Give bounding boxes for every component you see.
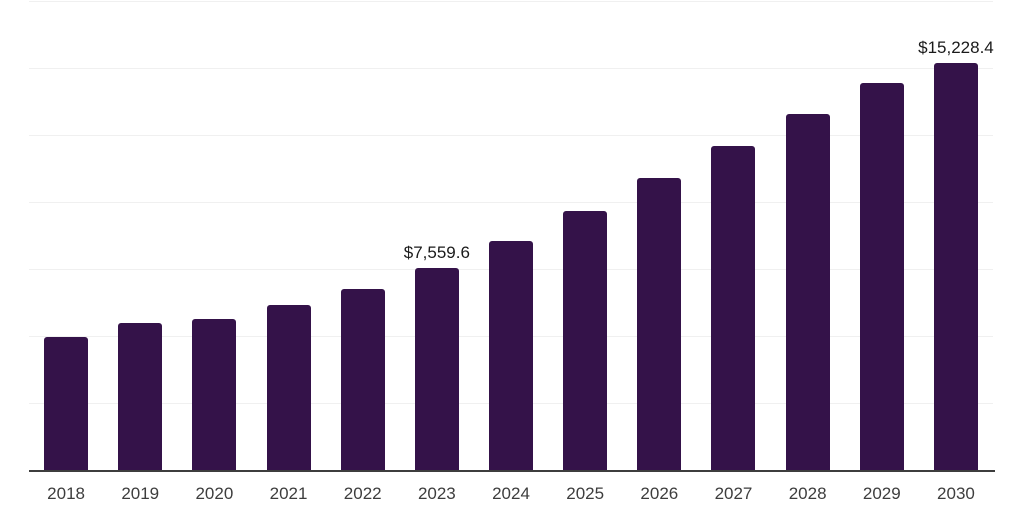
bar-2026	[637, 178, 682, 471]
x-tick-2023: 2023	[417, 484, 456, 503]
x-tick-2030: 2030	[937, 484, 975, 503]
x-tick-2028: 2028	[788, 484, 827, 503]
bar-2023	[414, 268, 459, 471]
x-tick-2022: 2022	[343, 484, 382, 503]
bar-band-2022	[326, 2, 400, 471]
bar-band-2026	[622, 2, 696, 471]
x-tick-2027: 2027	[714, 484, 753, 503]
x-tick-2026: 2026	[640, 484, 679, 503]
x-axis-line	[29, 470, 995, 472]
bar-2019	[118, 322, 163, 471]
plot-area: $7,559.6 $15,228.4	[29, 1, 994, 471]
x-tick-2018: 2018	[47, 484, 85, 503]
bar-band-2027	[696, 2, 770, 471]
gridline-15000	[29, 68, 993, 69]
x-tick-2021: 2021	[269, 484, 308, 503]
bar-2022	[340, 288, 385, 471]
bar-2024	[489, 240, 534, 471]
value-label-2030: $15,228.4	[918, 37, 994, 57]
x-axis-tick-labels: 2018 2019 2020 2021 2022 2023 2024 2025 2026 2027…	[29, 484, 993, 504]
bar-band-2021	[251, 2, 325, 471]
bar-band-2029	[845, 2, 919, 471]
gridline-12500	[29, 135, 993, 136]
bar-2027	[711, 146, 756, 471]
x-tick-2019: 2019	[121, 484, 160, 503]
x-tick-2025: 2025	[566, 484, 605, 503]
bar-2029	[859, 83, 904, 471]
value-label-2023: $7,559.6	[403, 243, 470, 263]
bar-2028	[785, 114, 830, 471]
bar-band-2018	[29, 2, 103, 471]
bar-2018	[44, 336, 89, 471]
bar-band-2020	[177, 2, 251, 471]
bars-group: $7,559.6 $15,228.4	[29, 2, 994, 471]
bar-band-2030: $15,228.4	[918, 2, 994, 471]
bar-band-2023: $7,559.6	[400, 2, 474, 471]
bar-2030	[933, 62, 978, 471]
x-tick-2024: 2024	[492, 484, 530, 503]
bar-band-2025	[548, 2, 622, 471]
bar-band-2019	[103, 2, 177, 471]
gridline-17500	[29, 1, 993, 2]
bar-band-2028	[771, 2, 845, 471]
bar-2020	[192, 318, 237, 471]
bar-band-2024	[474, 2, 548, 471]
bar-2021	[266, 304, 311, 471]
x-tick-2020: 2020	[195, 484, 234, 503]
gridline-10000	[29, 202, 993, 203]
x-tick-2029: 2029	[862, 484, 901, 503]
bar-2025	[563, 210, 608, 471]
